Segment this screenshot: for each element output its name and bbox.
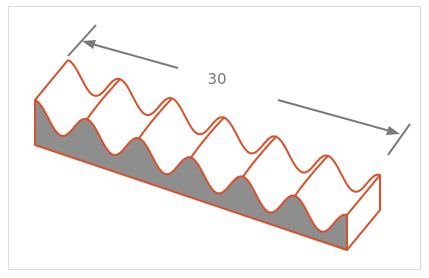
diagram: 30 <box>0 0 429 278</box>
dimension-label: 30 <box>207 70 226 88</box>
